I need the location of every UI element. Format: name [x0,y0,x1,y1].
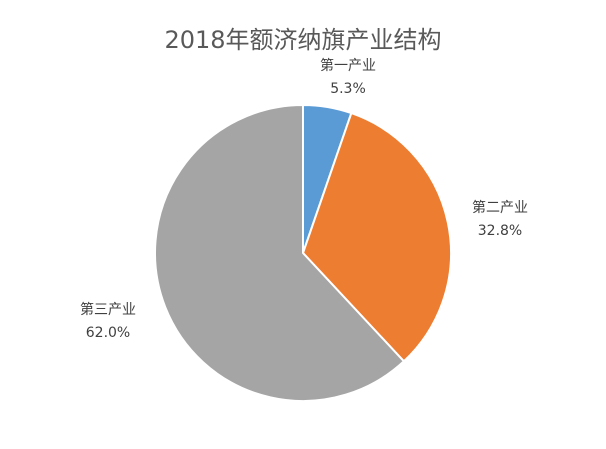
slice-category-label-2: 第二产业 [472,199,528,216]
slice-category-label-3: 第三产业 [80,301,136,318]
pie-slice-2 [302,112,452,363]
chart-title: 2018年额济纳旗产业结构 [164,26,441,54]
pie-labels: 第一产业 5.3% 第二产业 32.8% 第三产业 62.0% [80,57,528,341]
pie-slice-3 [154,104,405,402]
pie-slices [154,104,452,402]
slice-value-label-3: 62.0% [86,325,130,341]
slice-value-label-2: 32.8% [478,223,522,239]
slice-value-label-1: 5.3% [330,81,366,97]
slice-category-label-1: 第一产业 [320,57,376,74]
